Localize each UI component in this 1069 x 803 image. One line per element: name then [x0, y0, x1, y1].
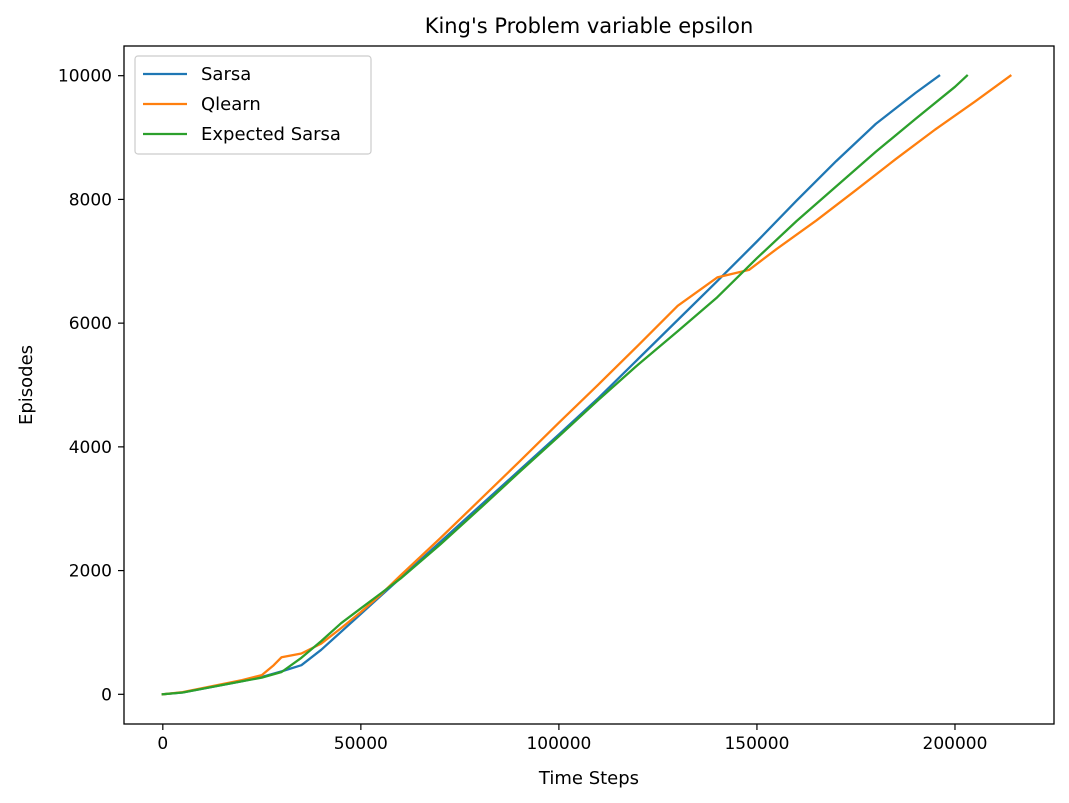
chart-title: King's Problem variable epsilon — [425, 14, 754, 38]
y-tick-label: 2000 — [69, 562, 112, 582]
legend-box — [134, 55, 372, 155]
y-axis: 0 2000 4000 6000 8000 10000 — [58, 67, 124, 705]
legend-label: Expected Sarsa — [201, 124, 341, 145]
legend-label: Sarsa — [201, 64, 251, 85]
y-tick-label: 10000 — [58, 67, 112, 87]
x-tick-label: 200000 — [923, 734, 988, 754]
y-axis-label: Episodes — [16, 345, 37, 425]
legend: Sarsa Qlearn Expected Sarsa — [134, 55, 372, 155]
legend-label: Qlearn — [201, 94, 261, 115]
series-line-1 — [161, 74, 1013, 696]
x-tick-label: 50000 — [334, 734, 388, 754]
series-layer — [161, 74, 1013, 696]
x-tick-label: 150000 — [724, 734, 789, 754]
plot-frame — [123, 45, 1055, 725]
y-tick-label: 6000 — [69, 314, 112, 334]
x-axis-label: Time Steps — [538, 768, 639, 789]
x-tick-label: 0 — [157, 734, 168, 754]
series-line-2 — [161, 74, 969, 696]
y-tick-label: 0 — [101, 685, 112, 705]
y-tick-label: 4000 — [69, 438, 112, 458]
y-tick-label: 8000 — [69, 190, 112, 210]
x-axis: 0 50000 100000 150000 200000 — [157, 724, 987, 754]
x-tick-label: 100000 — [526, 734, 591, 754]
